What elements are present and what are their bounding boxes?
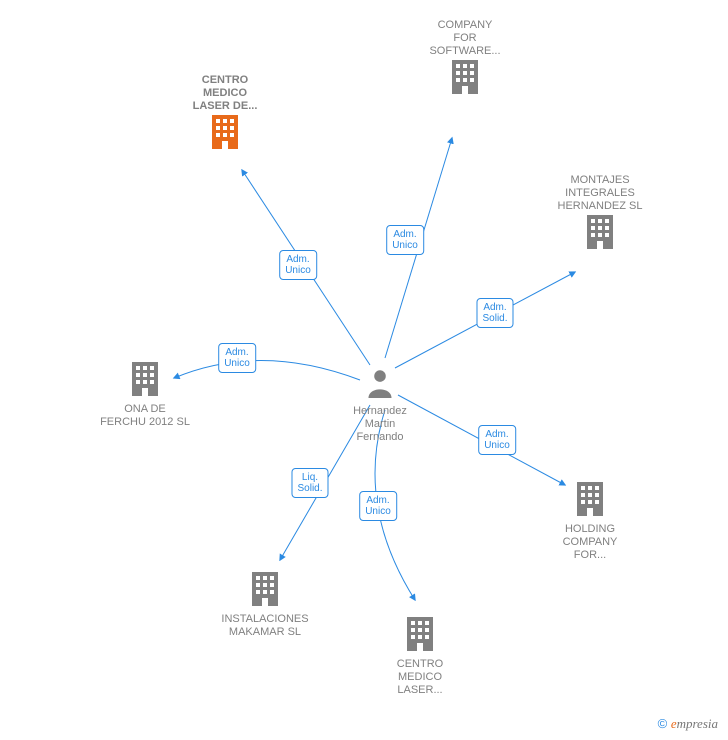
company-node[interactable]: HOLDINGCOMPANYFOR...	[530, 480, 650, 562]
person-node[interactable]: Hernandez Martin Fernando	[320, 368, 440, 444]
edge-label: Adm.Unico	[279, 250, 317, 280]
company-node[interactable]: CENTROMEDICOLASER...	[360, 615, 480, 697]
building-icon	[248, 570, 282, 611]
building-icon	[448, 58, 482, 99]
company-label: HOLDINGCOMPANYFOR...	[530, 523, 650, 562]
building-icon	[583, 213, 617, 254]
person-icon	[366, 368, 394, 403]
building-icon	[403, 615, 437, 656]
building-icon	[128, 360, 162, 401]
edge-label: Adm.Unico	[386, 225, 424, 255]
company-label: INSTALACIONESMAKAMAR SL	[205, 613, 325, 639]
company-label: ONA DEFERCHU 2012 SL	[85, 403, 205, 429]
person-label: Hernandez Martin Fernando	[320, 405, 440, 444]
edge-label: Adm.Unico	[218, 343, 256, 373]
company-node[interactable]: ONA DEFERCHU 2012 SL	[85, 360, 205, 429]
company-label: MONTAJESINTEGRALESHERNANDEZ SL	[540, 174, 660, 213]
network-diagram: Hernandez Martin Fernando CENTROMEDICOLA…	[0, 0, 728, 740]
building-icon	[208, 113, 242, 154]
watermark: © empresia	[658, 716, 718, 732]
copyright-symbol: ©	[658, 716, 668, 731]
company-node[interactable]: INSTALACIONESMAKAMAR SL	[205, 570, 325, 639]
edge-label: Adm.Unico	[359, 491, 397, 521]
edge-label: Adm.Solid.	[476, 298, 513, 328]
company-node[interactable]: COMPANYFORSOFTWARE...	[405, 17, 525, 99]
edge-label: Adm.Unico	[478, 425, 516, 455]
company-node[interactable]: CENTROMEDICOLASER DE...	[165, 72, 285, 154]
company-label: COMPANYFORSOFTWARE...	[405, 19, 525, 58]
building-icon	[573, 480, 607, 521]
company-label: CENTROMEDICOLASER DE...	[165, 74, 285, 113]
company-node[interactable]: MONTAJESINTEGRALESHERNANDEZ SL	[540, 172, 660, 254]
company-label: CENTROMEDICOLASER...	[360, 658, 480, 697]
edge-label: Liq.Solid.	[291, 468, 328, 498]
watermark-rest: mpresia	[677, 716, 718, 731]
